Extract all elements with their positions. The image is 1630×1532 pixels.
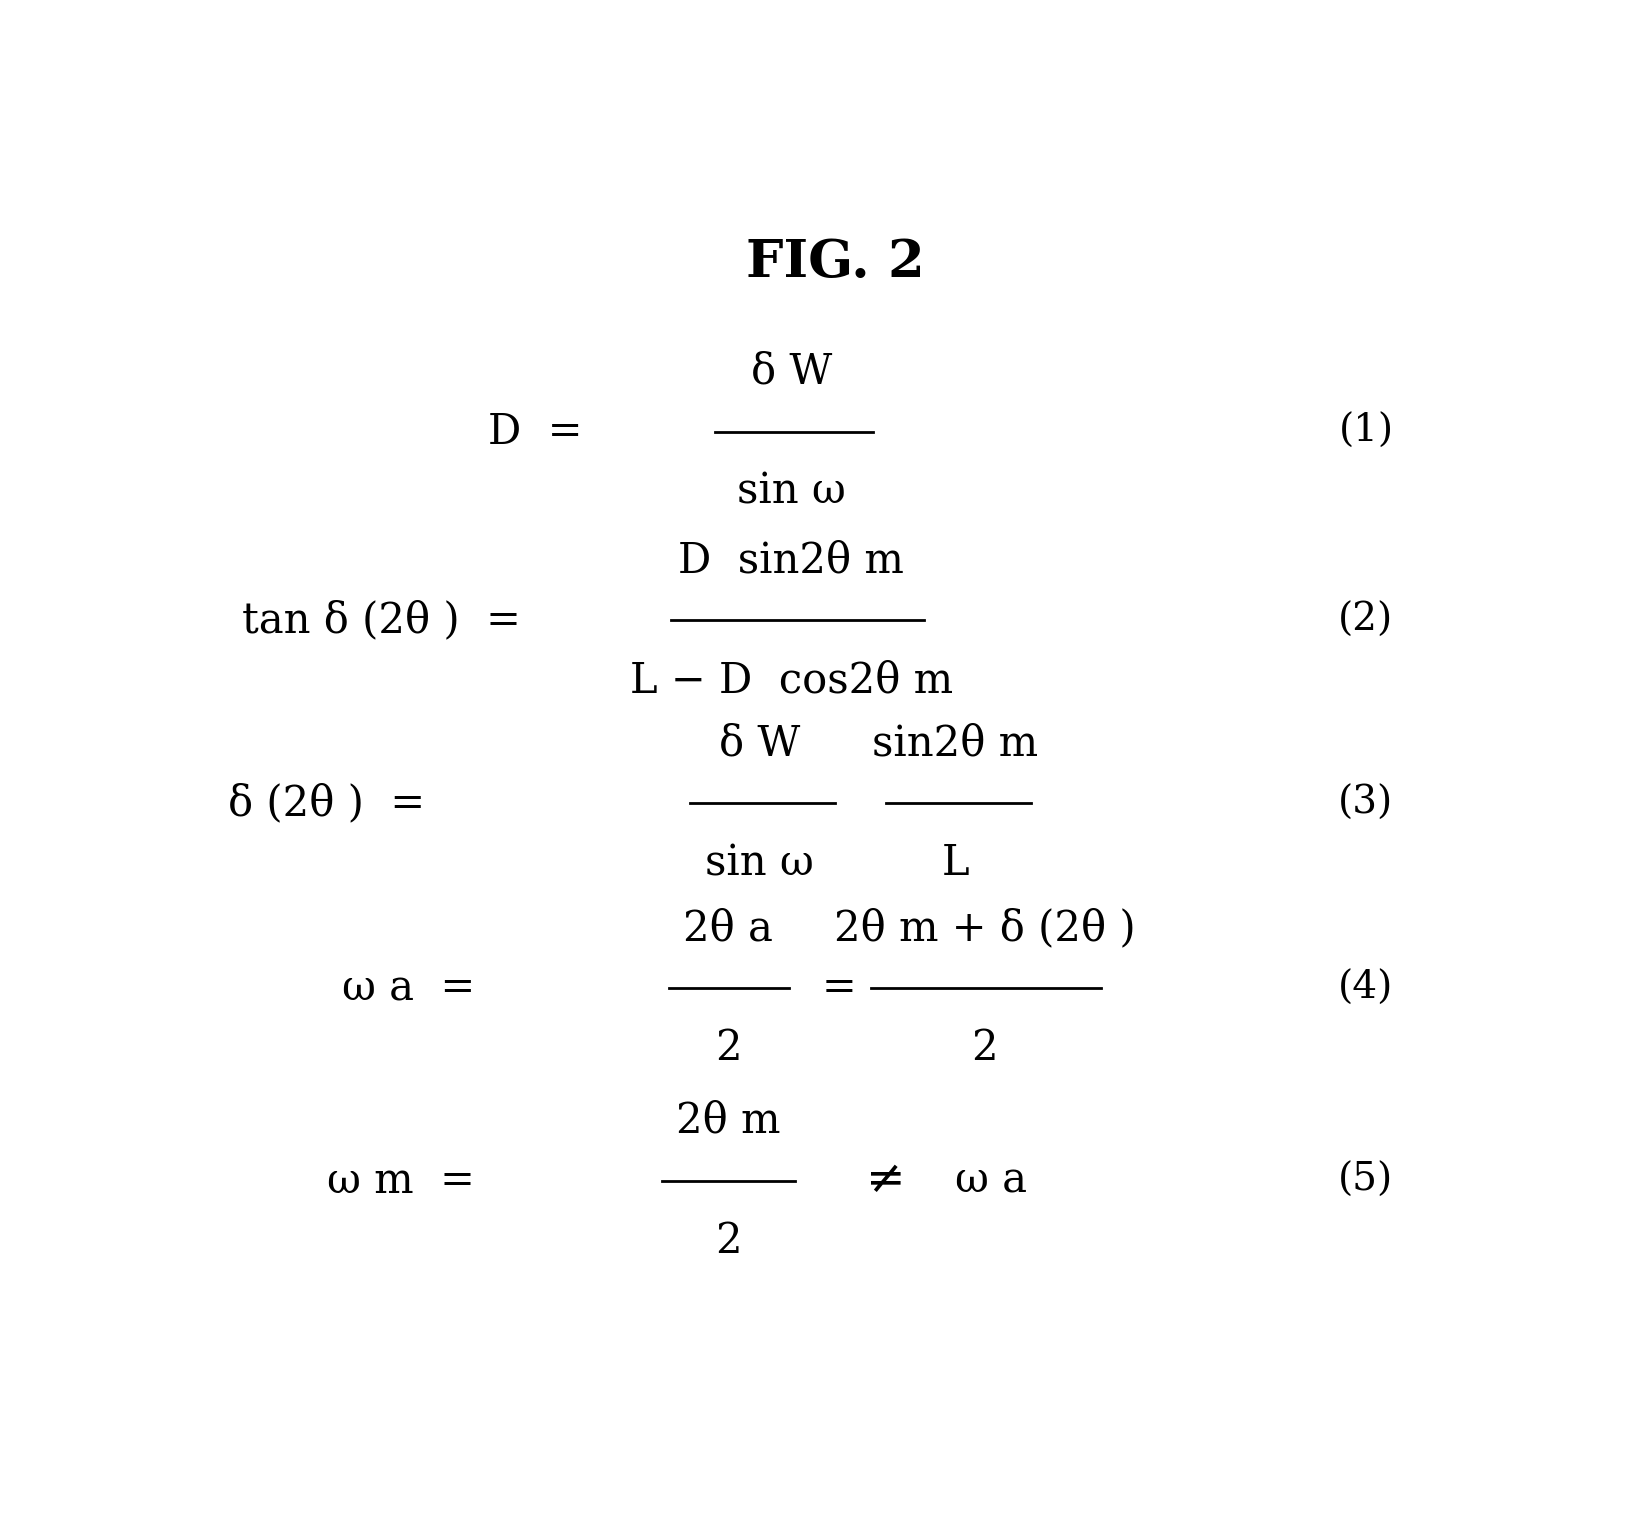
Text: tan δ (2θ )  =: tan δ (2θ ) = (241, 599, 520, 642)
Text: ω a: ω a (955, 1160, 1027, 1201)
Text: ω a  =: ω a = (342, 967, 476, 1010)
Text: L − D  cos2θ m: L − D cos2θ m (629, 659, 952, 702)
Text: δ W: δ W (719, 722, 800, 764)
Text: 2θ m: 2θ m (676, 1100, 781, 1141)
Text: 2: 2 (971, 1028, 998, 1069)
Text: L: L (942, 843, 970, 884)
Text: ω m  =: ω m = (328, 1160, 476, 1201)
Text: ≠: ≠ (866, 1158, 906, 1203)
Text: δ W: δ W (750, 351, 831, 392)
Text: (1): (1) (1338, 414, 1394, 450)
Text: 2: 2 (714, 1219, 742, 1261)
Text: (3): (3) (1338, 784, 1394, 821)
Text: FIG. 2: FIG. 2 (747, 237, 924, 288)
Text: (2): (2) (1338, 602, 1394, 639)
Text: sin ω: sin ω (737, 470, 846, 513)
Text: (5): (5) (1338, 1163, 1394, 1200)
Text: D  sin2θ m: D sin2θ m (678, 539, 905, 581)
Text: sin2θ m: sin2θ m (872, 722, 1038, 764)
Text: (4): (4) (1338, 970, 1394, 1007)
Text: 2θ m + δ (2θ ): 2θ m + δ (2θ ) (833, 907, 1134, 950)
Text: 2θ a: 2θ a (683, 907, 773, 950)
Text: sin ω: sin ω (706, 843, 813, 884)
Text: 2: 2 (714, 1028, 742, 1069)
Text: D  =: D = (489, 411, 584, 452)
Text: δ (2θ )  =: δ (2θ ) = (228, 783, 425, 824)
Text: =: = (822, 967, 856, 1010)
